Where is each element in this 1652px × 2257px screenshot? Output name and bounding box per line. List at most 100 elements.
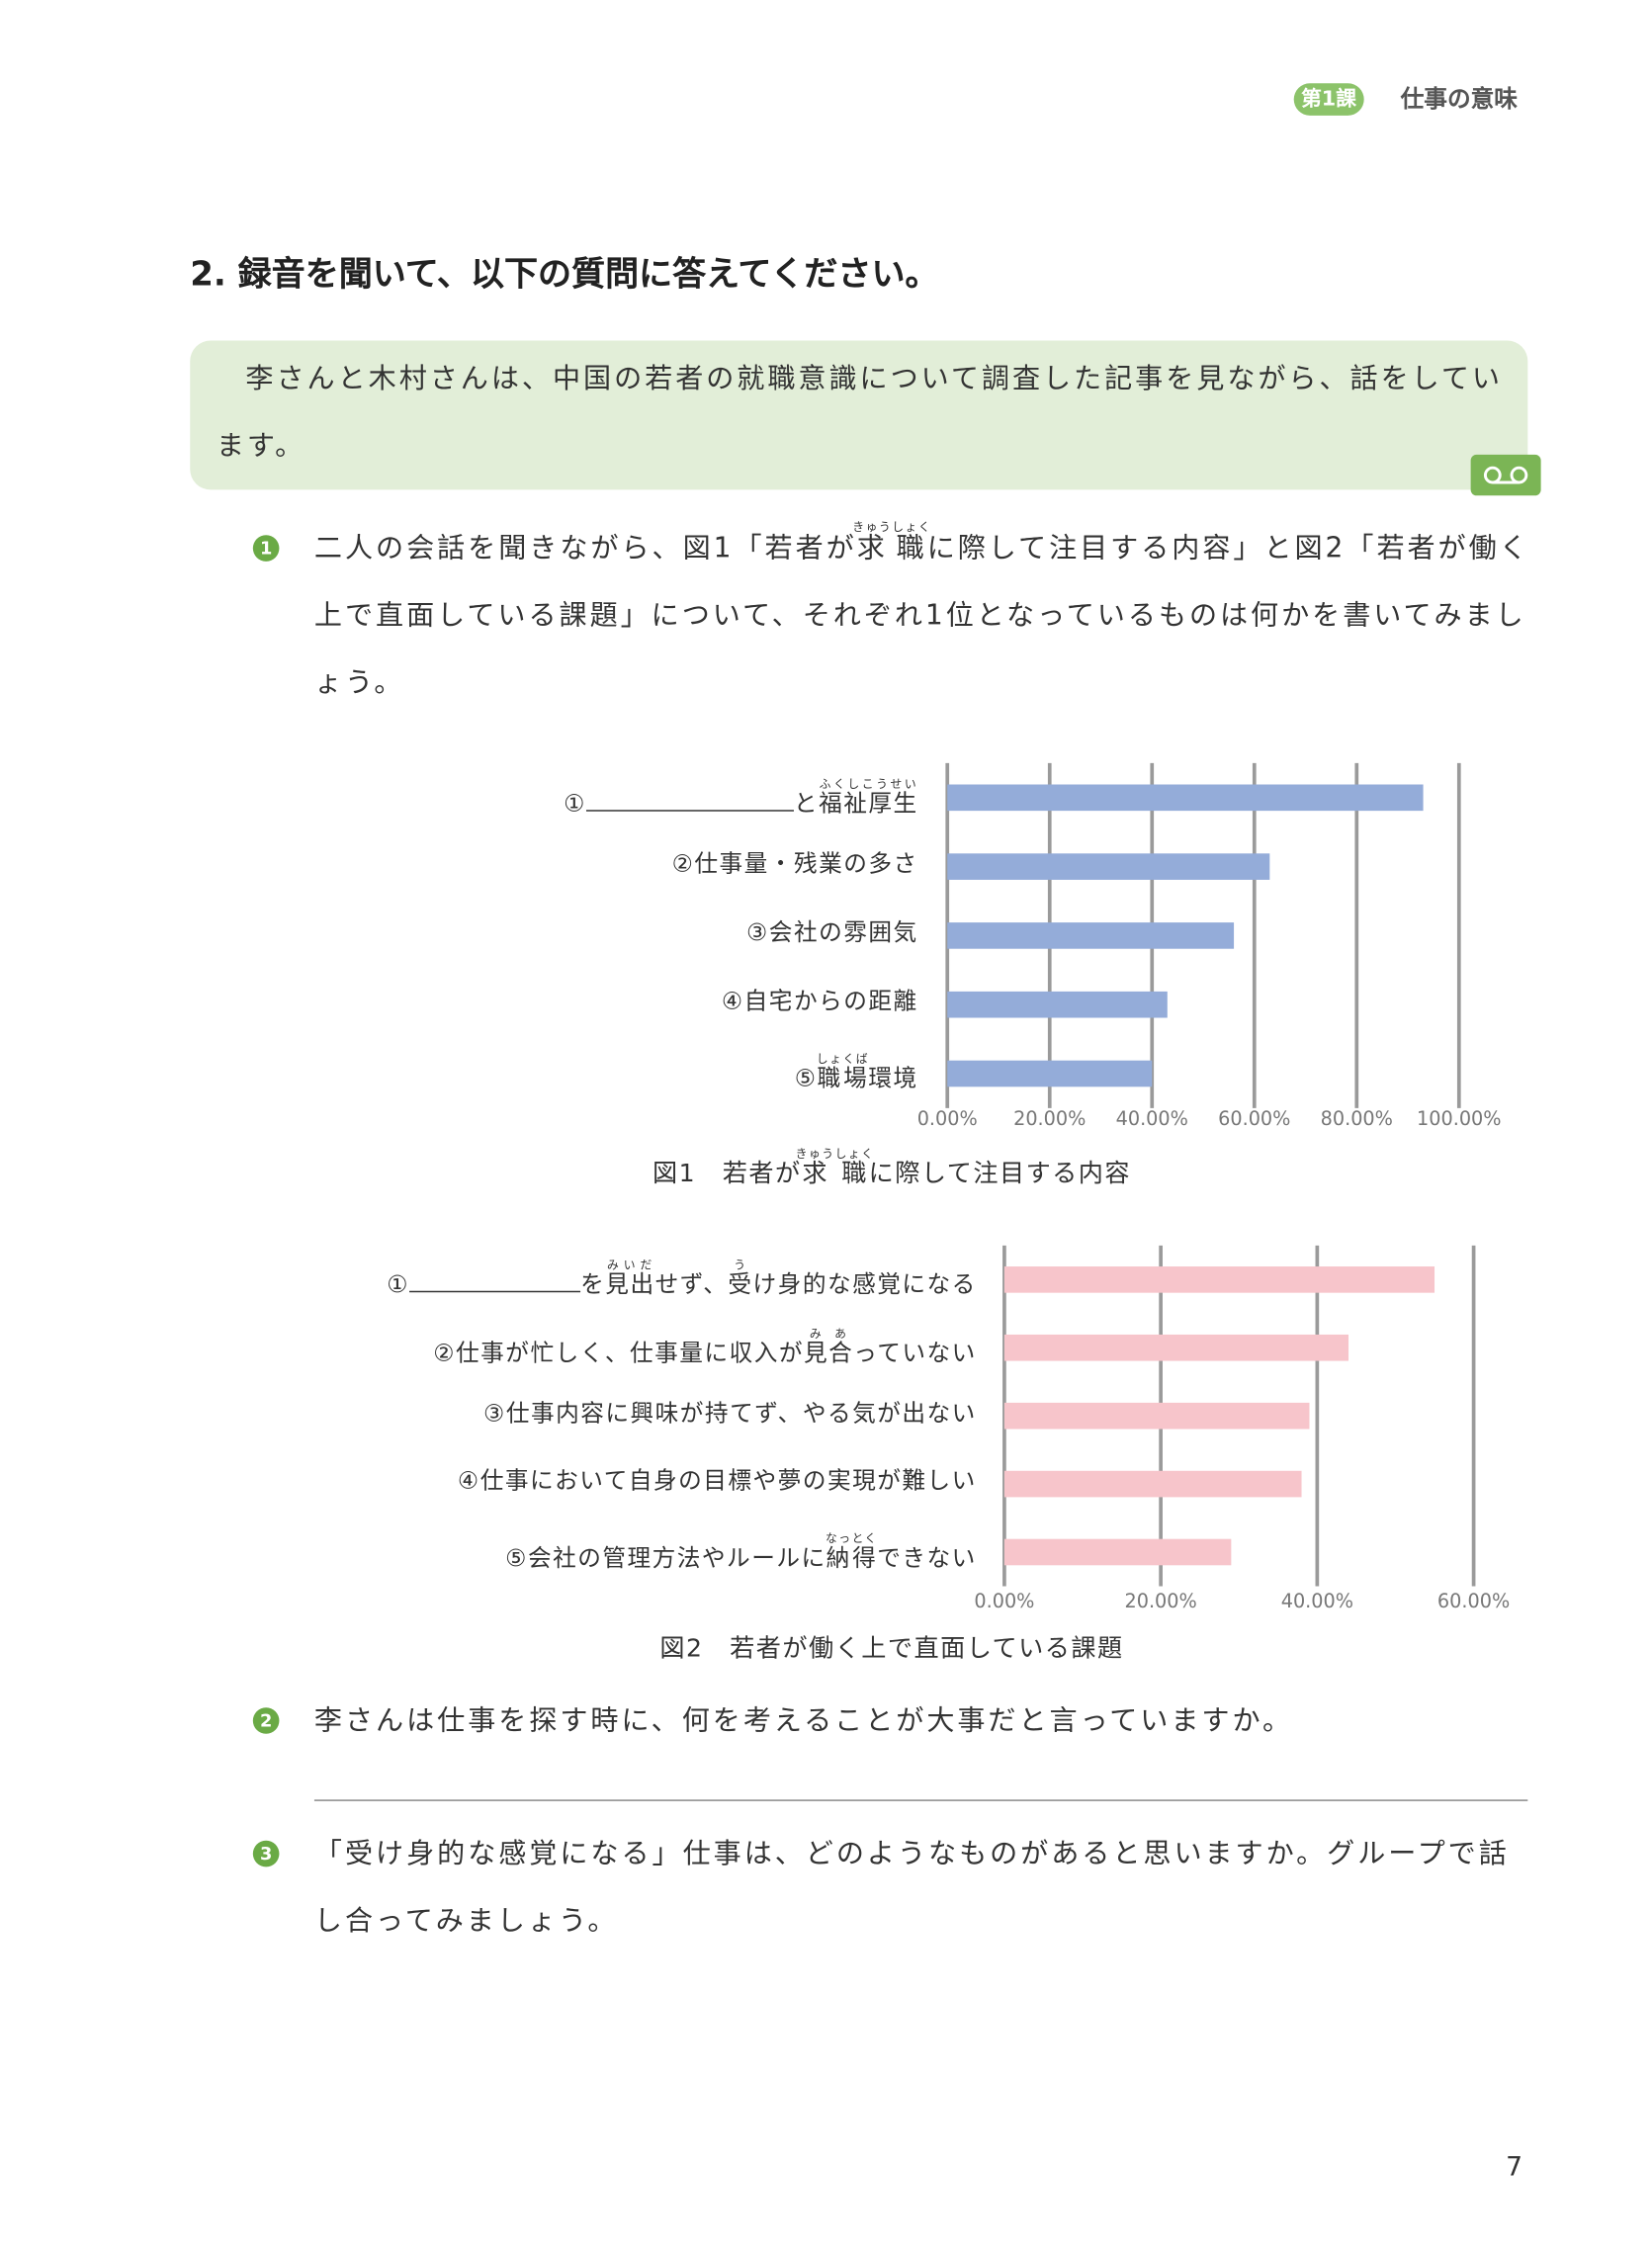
- x-tick-label: 20.00%: [1013, 1107, 1086, 1130]
- ruby-reading: みいだ: [605, 1259, 655, 1272]
- ruby-base: 受: [728, 1270, 753, 1299]
- text: を: [580, 1270, 606, 1299]
- x-tick-label: 80.00%: [1321, 1107, 1393, 1130]
- ruby-base: 見合: [803, 1339, 854, 1367]
- ruby-text: 受う: [728, 1259, 753, 1299]
- bar: [947, 922, 1235, 949]
- answer-line: [313, 1799, 1528, 1801]
- ruby-text: 福祉厚生ふくしこうせい: [819, 778, 918, 818]
- text: ⑤: [794, 1065, 818, 1093]
- category-label: ① を見出みいだせず、受うけ身的な感覚になる: [387, 1259, 976, 1303]
- ruby-reading: なっとく: [825, 1531, 878, 1545]
- text: ②仕事量・残業の多さ: [671, 848, 918, 877]
- ruby-base: 福祉厚生: [819, 788, 918, 818]
- ruby-reading: しょくば: [816, 1053, 870, 1067]
- text: 二人の会話を聞きながら、図1「若者が: [313, 532, 857, 564]
- ruby-base: 求職: [852, 532, 932, 564]
- answer-blank: [409, 1268, 581, 1293]
- x-tick-label: 20.00%: [1124, 1590, 1196, 1612]
- text: ①: [564, 788, 586, 818]
- text: 環境: [868, 1065, 918, 1093]
- ruby-text: 求職きゅうしょく: [796, 1149, 873, 1189]
- text: 図1 若者が: [652, 1159, 802, 1189]
- ruby-reading: きゅうしょく: [852, 520, 932, 534]
- audio-icon-bg: [1470, 454, 1541, 496]
- text: 李さんは仕事を探す時に、何を考えることが大事だと言っていますか。: [313, 1704, 1294, 1737]
- question-number: 3: [252, 1840, 280, 1867]
- section-title: 2. 録音を聞いて、以下の質問に答えてください。: [190, 255, 939, 295]
- bar: [1003, 1402, 1310, 1430]
- text: できない: [877, 1543, 977, 1572]
- bar: [947, 991, 1168, 1018]
- audio-reel: [1483, 466, 1502, 484]
- header-title: 仕事の意味: [1400, 84, 1518, 113]
- answer-blank: [585, 786, 794, 812]
- category-label: ②仕事が忙しく、仕事量に収入が見合みあっていない: [433, 1328, 976, 1371]
- intro-box: [190, 340, 1528, 490]
- ruby-reading: ふくしこうせい: [819, 777, 918, 791]
- x-tick-label: 60.00%: [1437, 1590, 1510, 1612]
- text: せず、: [654, 1270, 729, 1299]
- text: 「受け身的な感覚になる」仕事は、どのようなものがあると思いますか。グループで話し…: [313, 1837, 1510, 1938]
- ruby-base: 職場: [816, 1065, 870, 1093]
- text: ②仕事が忙しく、仕事量に収入が: [433, 1339, 804, 1367]
- page-number: 7: [1506, 2151, 1523, 2183]
- bar: [947, 784, 1424, 812]
- intro-text: 李さんと木村さんは、中国の若者の就職意識について調査した記事を見ながら、話をして…: [216, 362, 1503, 463]
- ruby-text: 納得なっとく: [825, 1532, 878, 1572]
- ruby-reading: う: [728, 1259, 753, 1272]
- category-label: ⑤会社の管理方法やルールに納得なっとくできない: [505, 1531, 977, 1575]
- category-label: ⑤職場しょくば環境: [795, 1053, 918, 1096]
- text: ⑤会社の管理方法やルールに: [505, 1543, 826, 1572]
- category-label: ③仕事内容に興味が持てず、やる気が出ない: [483, 1395, 977, 1430]
- question-text: 二人の会話を聞きながら、図1「若者が求職きゅうしょくに際して注目する内容」と図2…: [314, 515, 1535, 717]
- ruby-text: 求職きゅうしょく: [852, 521, 929, 564]
- bar: [1003, 1266, 1435, 1293]
- text: ④仕事において自身の目標や夢の実現が難しい: [458, 1466, 977, 1495]
- bar: [947, 1060, 1153, 1087]
- text: っていない: [853, 1339, 977, 1367]
- text: 図2 若者が働く上で直面している課題: [659, 1634, 1124, 1664]
- bar: [1003, 1538, 1232, 1566]
- ruby-text: 見出みいだ: [605, 1259, 655, 1299]
- figure-caption: 図2 若者が働く上で直面している課題: [453, 1630, 1330, 1668]
- question-text: 「受け身的な感覚になる」仕事は、どのようなものがあると思いますか。グループで話し…: [314, 1820, 1535, 1954]
- category-label: ① と福祉厚生ふくしこうせい: [564, 777, 917, 821]
- ruby-base: 見出: [605, 1270, 655, 1299]
- bar: [947, 853, 1270, 880]
- figure-caption: 図1 若者が求職きゅうしょくに際して注目する内容: [453, 1148, 1330, 1193]
- text: に際して注目する内容」と図2「若者が働く上で直面している課題」について、それぞれ…: [313, 532, 1530, 699]
- category-label: ②仕事量・残業の多さ: [672, 846, 918, 881]
- ruby-text: 職場しょくば: [816, 1054, 870, 1093]
- text: ①: [387, 1270, 410, 1299]
- text: に際して注目する内容: [868, 1159, 1132, 1189]
- question-text: 李さんは仕事を探す時に、何を考えることが大事だと言っていますか。: [314, 1687, 1535, 1754]
- ruby-base: 納得: [825, 1543, 878, 1572]
- question-number: 2: [252, 1707, 280, 1734]
- text: ③仕事内容に興味が持てず、やる気が出ない: [483, 1398, 977, 1427]
- category-label: ③会社の雰囲気: [746, 915, 918, 950]
- text: ③会社の雰囲気: [746, 917, 918, 946]
- x-tick-label: 60.00%: [1218, 1107, 1290, 1130]
- ruby-base: 求職: [795, 1159, 875, 1189]
- x-tick-label: 100.00%: [1417, 1107, 1502, 1130]
- ruby-reading: きゅうしょく: [795, 1147, 875, 1162]
- ruby-text: 見合みあ: [803, 1328, 854, 1367]
- audio-icon: [1470, 454, 1541, 496]
- bar: [1003, 1470, 1302, 1498]
- ruby-reading: みあ: [803, 1327, 854, 1341]
- category-label: ④自宅からの距離: [722, 984, 918, 1018]
- text: け身的な感覚になる: [752, 1270, 977, 1299]
- x-tick-label: 40.00%: [1116, 1107, 1188, 1130]
- question-number: 1: [252, 535, 280, 562]
- x-tick-label: 0.00%: [974, 1590, 1034, 1612]
- lesson-badge: 第1課: [1293, 83, 1364, 116]
- x-tick-label: 40.00%: [1281, 1590, 1353, 1612]
- x-tick-label: 0.00%: [917, 1107, 978, 1130]
- bar: [1003, 1334, 1349, 1361]
- text: ④自宅からの距離: [721, 987, 918, 1015]
- category-label: ④仕事において自身の目標や夢の実現が難しい: [458, 1463, 977, 1498]
